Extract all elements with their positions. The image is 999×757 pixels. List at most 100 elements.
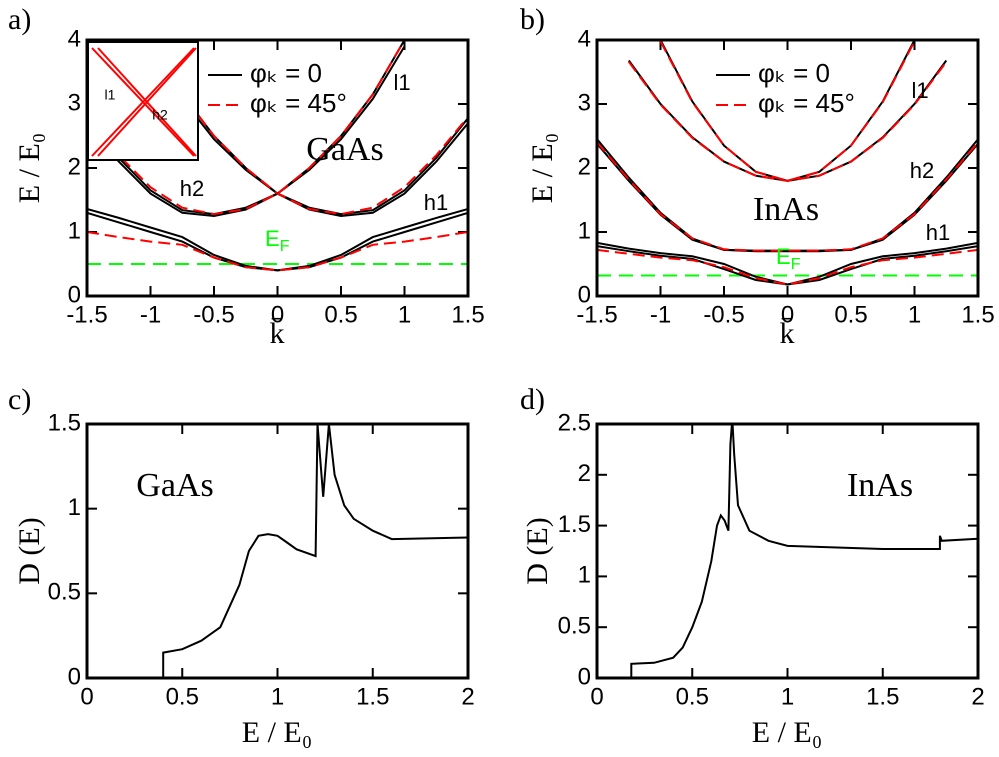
- x-tick-label: 0.5: [834, 301, 867, 328]
- band-curve: [149, 40, 468, 216]
- band-curve: [87, 40, 406, 216]
- x-tick-label: 0: [80, 683, 93, 710]
- x-tick-label: 1.5: [356, 683, 389, 710]
- x-tick-label: 1.5: [451, 301, 484, 328]
- inset-label: h2: [152, 107, 168, 123]
- x-tick-label: 1: [398, 301, 411, 328]
- legend-label: φₖ = 45°: [758, 88, 855, 118]
- annotation: h1: [424, 190, 448, 215]
- y-tick-label: 3: [578, 89, 591, 116]
- band-curve: [87, 45, 406, 216]
- y-tick-label: 1.5: [48, 409, 81, 436]
- x-axis-label: E / E₀: [242, 716, 312, 749]
- y-tick-label: 0: [68, 281, 81, 308]
- x-tick-label: 1.5: [961, 301, 994, 328]
- y-tick-label: 1: [68, 217, 81, 244]
- legend-label: φₖ = 0: [250, 58, 322, 88]
- x-tick-label: 0.5: [166, 683, 199, 710]
- annotation: l1: [393, 70, 410, 95]
- band-curve: [597, 248, 978, 286]
- x-tick-label: -0.5: [703, 301, 744, 328]
- x-tick-label: 1: [781, 683, 794, 710]
- band-curve: [87, 231, 468, 272]
- annotation: GaAs: [306, 131, 383, 168]
- annotation: InAs: [753, 191, 819, 228]
- y-tick-label: 1: [578, 217, 591, 244]
- annotation: GaAs: [136, 467, 213, 504]
- dos-curve: [630, 424, 978, 678]
- annotation: h1: [926, 220, 950, 245]
- band-curve: [597, 241, 978, 286]
- x-tick-label: 2: [971, 683, 984, 710]
- x-tick-label: -1: [140, 301, 161, 328]
- x-tick-label: 0.5: [324, 301, 357, 328]
- plot-area: [162, 424, 468, 678]
- y-tick-label: 2: [68, 153, 81, 180]
- panel-label: b): [520, 3, 545, 36]
- inset-curve: [91, 47, 195, 157]
- x-tick-label: 0: [781, 301, 794, 328]
- legend-label: φₖ = 45°: [250, 88, 347, 118]
- plot-area: [87, 40, 468, 272]
- y-tick-label: 2: [578, 460, 591, 487]
- plot-area: [630, 424, 978, 678]
- x-tick-label: 1.5: [866, 683, 899, 710]
- y-axis-label: E / E₀: [13, 133, 46, 203]
- y-tick-label: 4: [68, 25, 81, 52]
- inset: l1 h2: [87, 41, 199, 161]
- x-tick-label: -1: [650, 301, 671, 328]
- x-tick-label: 0: [590, 683, 603, 710]
- y-axis-label: D (E): [521, 517, 554, 584]
- x-tick-label: 2: [461, 683, 474, 710]
- dos-curve: [162, 424, 468, 678]
- y-tick-label: 0: [68, 663, 81, 690]
- y-tick-label: 2: [578, 153, 591, 180]
- band-curve: [627, 61, 948, 182]
- x-tick-label: 1: [908, 301, 921, 328]
- y-tick-label: 1: [68, 494, 81, 521]
- fermi-label-main: E: [265, 226, 280, 251]
- x-tick-label: -1.5: [66, 301, 107, 328]
- plot-frame: [595, 422, 980, 680]
- plot-frame: [595, 38, 980, 298]
- plot-frame: [85, 38, 470, 298]
- x-tick-label: 1: [271, 683, 284, 710]
- x-axis-label: k̄: [780, 317, 795, 350]
- band-curve: [659, 40, 916, 182]
- fermi-label-main: E: [776, 244, 791, 269]
- legend-label: φₖ = 0: [758, 58, 830, 88]
- y-tick-label: 0: [578, 663, 591, 690]
- y-tick-label: 0: [578, 281, 591, 308]
- x-tick-label: 0.5: [676, 683, 709, 710]
- annotation: h2: [910, 158, 934, 183]
- y-tick-label: 4: [578, 25, 591, 52]
- band-curve: [597, 141, 978, 252]
- x-axis-label: E / E₀: [752, 716, 822, 749]
- inset-label: l1: [105, 87, 116, 103]
- annotation: l1: [911, 78, 928, 103]
- annotation: h2: [180, 176, 204, 201]
- panel-label: c): [8, 383, 31, 416]
- plot-area: [597, 40, 978, 286]
- fermi-label: EF: [776, 244, 801, 273]
- panel-label: a): [8, 3, 31, 36]
- inset-curve: [97, 47, 197, 157]
- band-curve: [149, 45, 468, 216]
- panel-label: d): [520, 383, 545, 416]
- y-axis-label: D (E): [13, 517, 46, 584]
- y-tick-label: 1: [578, 562, 591, 589]
- plot-frame: [85, 422, 470, 680]
- y-axis-label: E / E₀: [526, 133, 559, 203]
- y-tick-label: 2.5: [558, 409, 591, 436]
- fermi-label-sub: F: [791, 256, 801, 273]
- x-tick-label: -0.5: [193, 301, 234, 328]
- x-tick-label: 0: [271, 301, 284, 328]
- y-tick-label: 0.5: [48, 579, 81, 606]
- band-curve: [87, 208, 468, 272]
- y-tick-label: 1.5: [558, 511, 591, 538]
- x-tick-label: -1.5: [576, 301, 617, 328]
- fermi-label: EF: [265, 226, 290, 255]
- annotation: InAs: [847, 467, 913, 504]
- fermi-label-sub: F: [280, 238, 290, 255]
